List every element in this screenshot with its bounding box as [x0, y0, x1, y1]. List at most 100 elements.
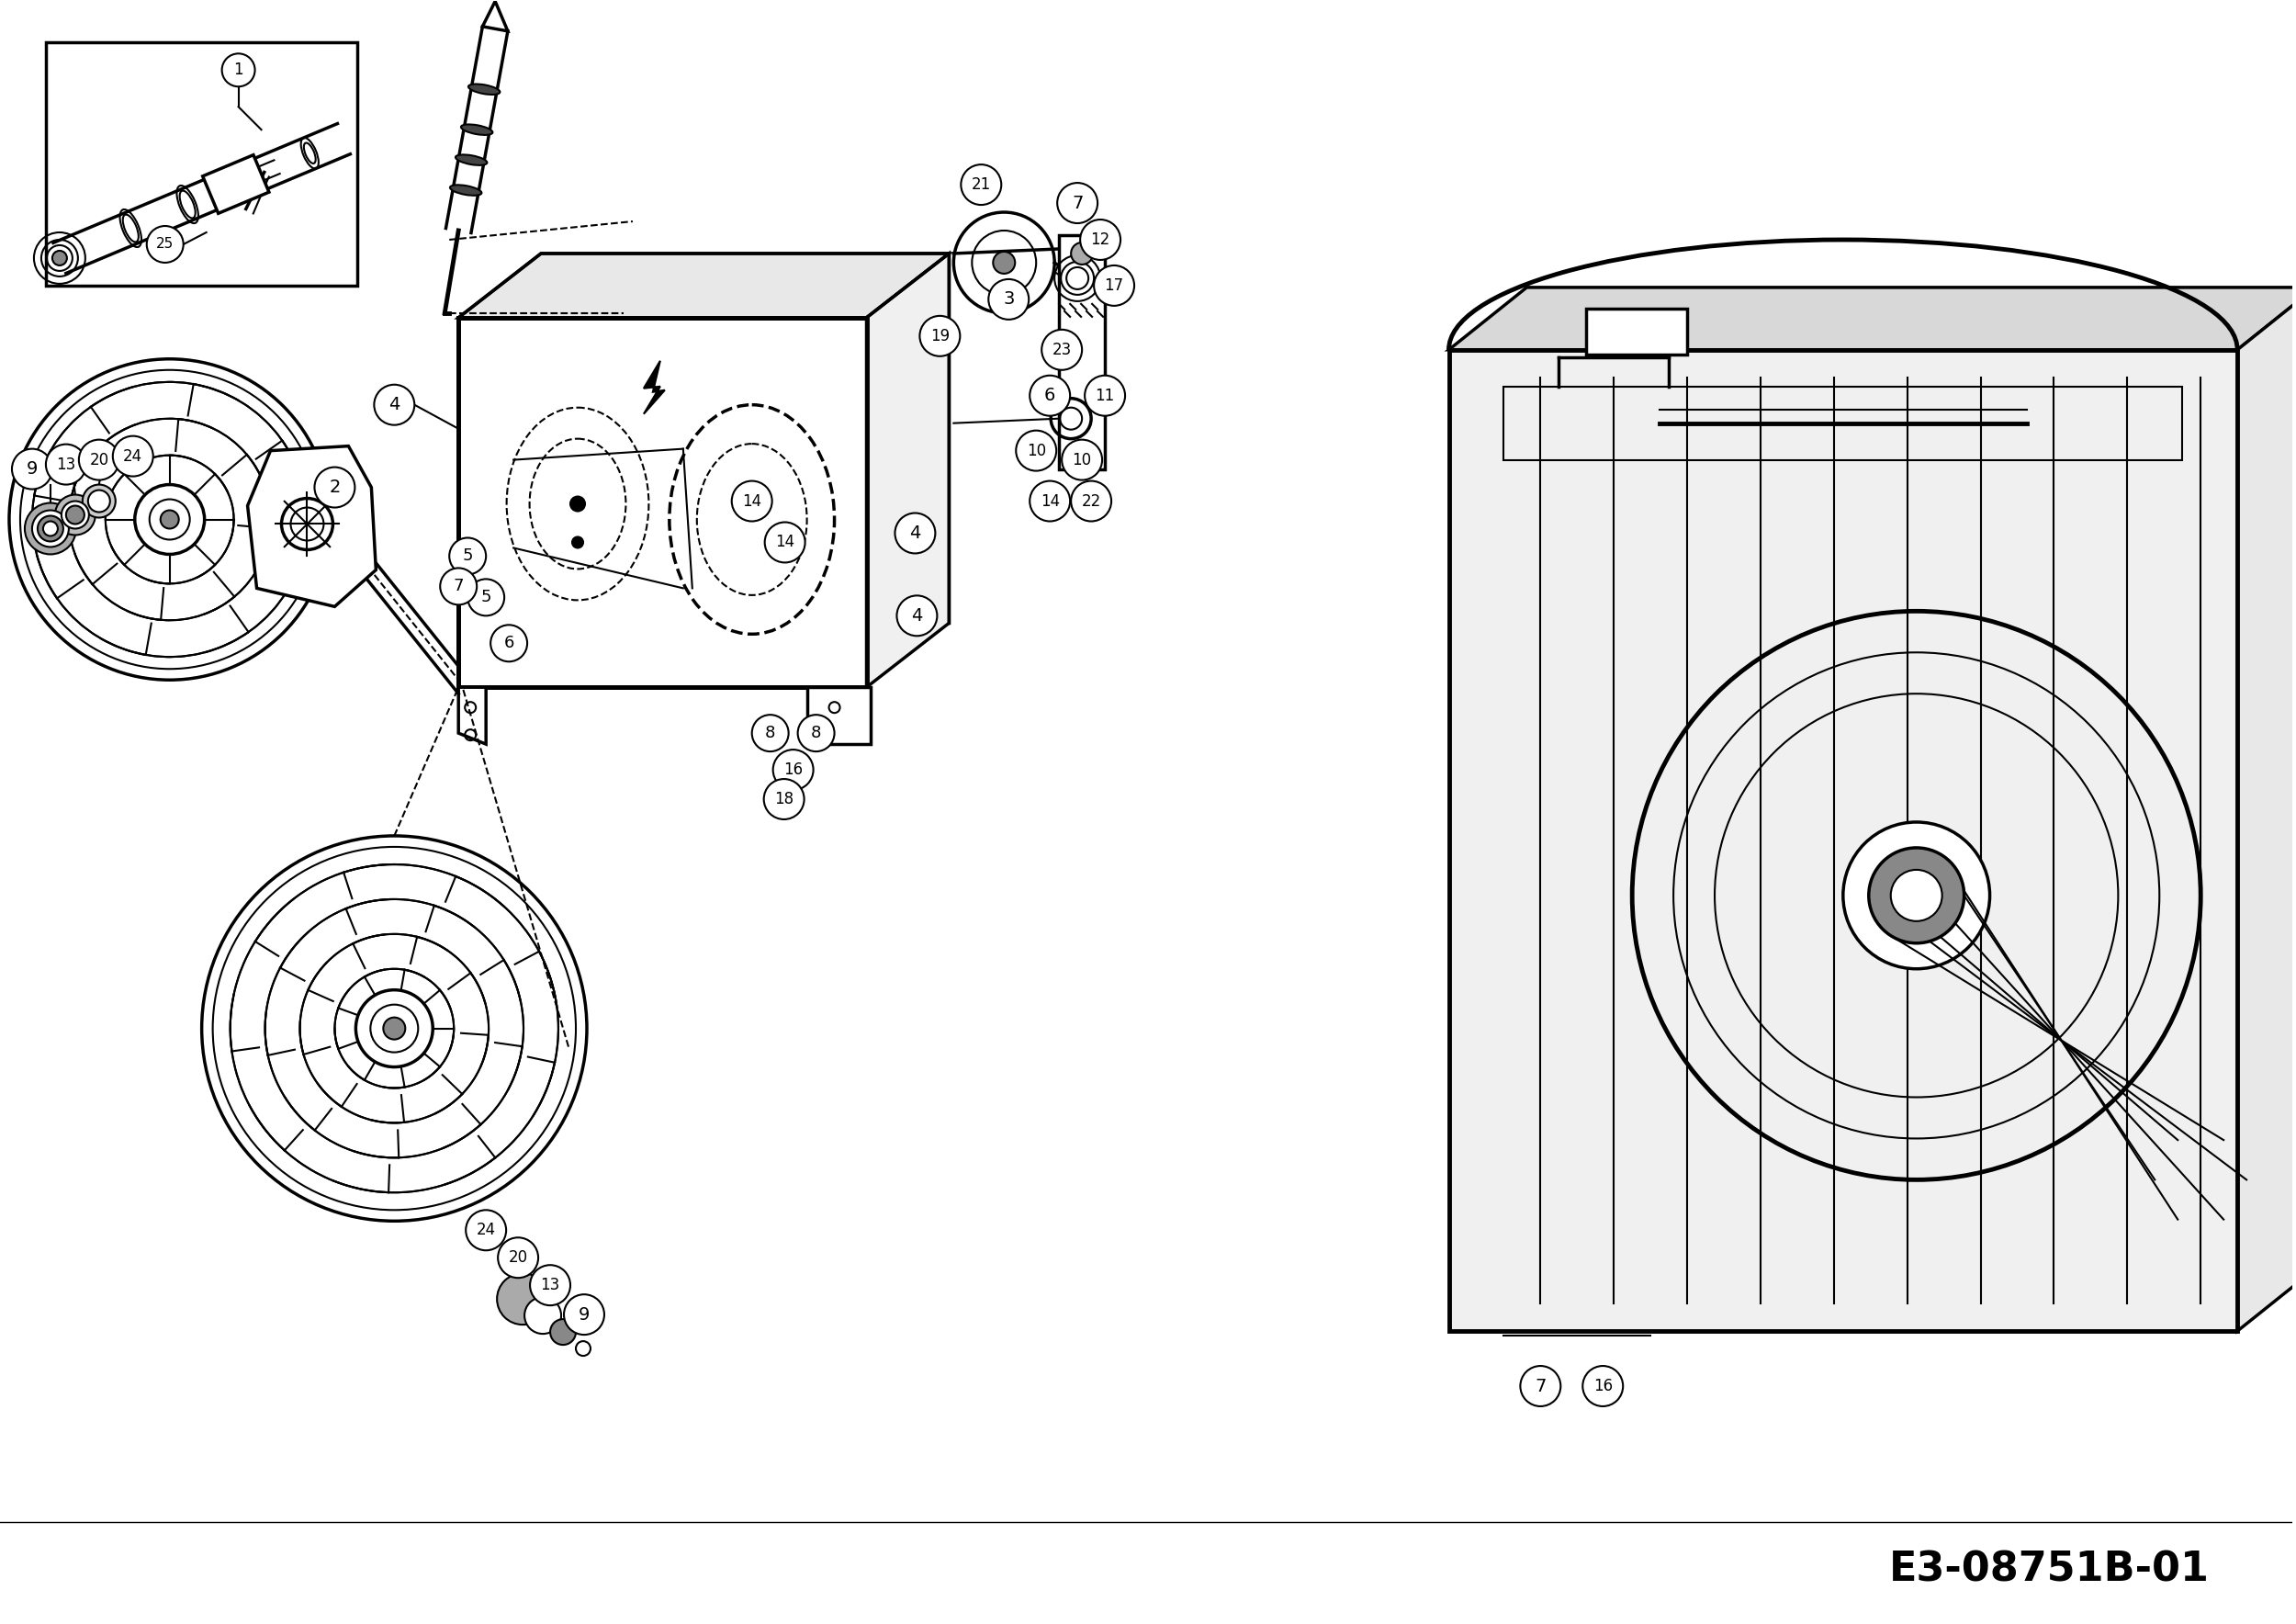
Circle shape	[67, 505, 85, 525]
Text: 21: 21	[971, 177, 992, 193]
Text: 1: 1	[234, 62, 243, 78]
Circle shape	[572, 538, 583, 547]
Text: 9: 9	[28, 460, 37, 477]
Text: 11: 11	[1095, 388, 1114, 404]
Text: E3-08751B-01: E3-08751B-01	[1890, 1549, 2209, 1590]
Text: 13: 13	[540, 1276, 560, 1293]
Polygon shape	[1449, 287, 2296, 349]
Circle shape	[383, 1017, 406, 1039]
Text: 14: 14	[1040, 492, 1061, 510]
Text: 4: 4	[388, 396, 400, 414]
Text: 16: 16	[783, 762, 804, 778]
Circle shape	[765, 780, 804, 820]
Circle shape	[223, 54, 255, 86]
Text: 6: 6	[1045, 387, 1056, 404]
Text: 22: 22	[1081, 492, 1100, 510]
Circle shape	[1582, 1366, 1623, 1406]
Circle shape	[523, 1298, 560, 1333]
Text: 8: 8	[810, 724, 822, 742]
Circle shape	[1079, 219, 1120, 260]
Circle shape	[315, 468, 356, 508]
Circle shape	[32, 510, 69, 547]
Polygon shape	[1058, 235, 1104, 469]
Polygon shape	[866, 253, 948, 687]
Text: 14: 14	[776, 534, 794, 551]
Ellipse shape	[468, 84, 501, 94]
Circle shape	[1844, 822, 1991, 970]
Text: 4: 4	[912, 607, 923, 625]
Circle shape	[898, 596, 937, 637]
Text: 17: 17	[1104, 278, 1123, 294]
Polygon shape	[202, 154, 269, 213]
Circle shape	[46, 445, 87, 484]
Circle shape	[921, 315, 960, 356]
Circle shape	[551, 1319, 576, 1345]
Polygon shape	[482, 2, 507, 31]
Circle shape	[751, 715, 788, 752]
Text: 7: 7	[1072, 195, 1084, 211]
Text: 19: 19	[930, 328, 951, 344]
Polygon shape	[806, 687, 870, 744]
Polygon shape	[459, 318, 866, 687]
Circle shape	[530, 1265, 569, 1306]
Text: 9: 9	[579, 1306, 590, 1324]
Text: 4: 4	[909, 525, 921, 542]
Polygon shape	[248, 447, 377, 607]
Text: 7: 7	[1534, 1377, 1545, 1395]
Circle shape	[491, 625, 528, 661]
Circle shape	[496, 1273, 549, 1325]
Circle shape	[161, 510, 179, 529]
Text: 10: 10	[1026, 442, 1047, 460]
Circle shape	[53, 250, 67, 265]
Circle shape	[1061, 440, 1102, 481]
Ellipse shape	[450, 185, 482, 195]
Text: 3: 3	[1003, 291, 1015, 309]
Text: 2: 2	[328, 479, 340, 495]
Circle shape	[1890, 870, 1942, 921]
Text: 20: 20	[90, 451, 108, 468]
Text: 18: 18	[774, 791, 794, 807]
Text: 5: 5	[461, 547, 473, 565]
Circle shape	[576, 1341, 590, 1356]
Circle shape	[83, 484, 115, 518]
Circle shape	[1869, 848, 1963, 944]
Text: 7: 7	[452, 578, 464, 594]
Text: 10: 10	[1072, 451, 1091, 468]
Circle shape	[37, 516, 64, 541]
Text: 14: 14	[742, 492, 762, 510]
Polygon shape	[643, 361, 666, 414]
Circle shape	[797, 715, 833, 752]
Text: 12: 12	[1091, 232, 1109, 248]
Text: 23: 23	[1052, 341, 1072, 357]
Circle shape	[895, 513, 934, 554]
Circle shape	[466, 1210, 505, 1250]
Circle shape	[62, 502, 90, 529]
Text: 13: 13	[57, 456, 76, 473]
Circle shape	[565, 1294, 604, 1335]
Circle shape	[1084, 375, 1125, 416]
Polygon shape	[2236, 287, 2296, 1332]
Circle shape	[374, 385, 416, 425]
Text: 24: 24	[124, 448, 142, 464]
Circle shape	[1029, 481, 1070, 521]
Circle shape	[1029, 375, 1070, 416]
Circle shape	[55, 495, 96, 534]
Circle shape	[25, 503, 76, 554]
Circle shape	[1520, 1366, 1561, 1406]
Circle shape	[774, 750, 813, 789]
Circle shape	[135, 484, 204, 554]
Ellipse shape	[455, 154, 487, 166]
Circle shape	[962, 164, 1001, 205]
Circle shape	[1070, 481, 1111, 521]
Bar	[46, 42, 358, 286]
Circle shape	[953, 213, 1054, 313]
Text: 16: 16	[1593, 1377, 1612, 1395]
Text: 25: 25	[156, 237, 174, 252]
Circle shape	[147, 226, 184, 263]
Circle shape	[44, 521, 57, 536]
Circle shape	[282, 499, 333, 549]
Circle shape	[1056, 184, 1097, 222]
Circle shape	[994, 252, 1015, 274]
Circle shape	[990, 279, 1029, 320]
Text: 24: 24	[475, 1221, 496, 1239]
